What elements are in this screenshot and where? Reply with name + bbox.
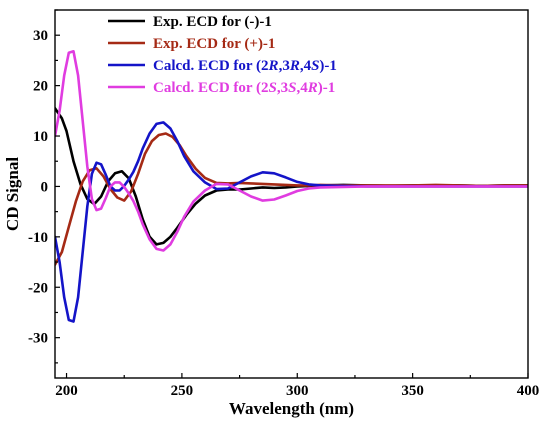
legend-label-4: Calcd. ECD for (2S,3S,4R)-1 [153,80,335,96]
plot-area [55,50,528,323]
x-tick-label: 400 [517,383,540,399]
x-axis-title: Wavelength (nm) [229,399,354,418]
series-line-1 [55,107,528,246]
plot-frame [54,9,529,379]
legend: Exp. ECD for (-)-1 Exp. ECD for (+)-1 Calc… [108,14,337,96]
x-tick-label: 250 [171,383,194,399]
legend-label-2: Exp. ECD for (+)-1 [153,36,275,52]
y-tick-label: 0 [41,179,49,195]
series-line-2 [55,132,528,266]
x-tick-label: 300 [286,383,309,399]
y-tick-label: 10 [33,129,48,145]
legend-label-3: Calcd. ECD for (2R,3R,4S)-1 [153,58,337,74]
series-line-4 [55,50,528,252]
x-tick-label: 200 [55,383,78,399]
y-tick-label: 30 [33,28,48,44]
axes: 200 250 300 350 400 -30 -20 -10 0 10 20 30 [28,9,540,399]
legend-label-1: Exp. ECD for (-)-1 [153,14,272,30]
y-tick-label: -30 [28,331,48,347]
y-tick-label: -10 [28,230,48,246]
x-tick-label: 350 [401,383,424,399]
y-tick-label: 20 [33,79,48,95]
y-axis-title: CD Signal [3,157,22,231]
y-tick-label: -20 [28,280,48,296]
series-line-3 [55,121,528,323]
